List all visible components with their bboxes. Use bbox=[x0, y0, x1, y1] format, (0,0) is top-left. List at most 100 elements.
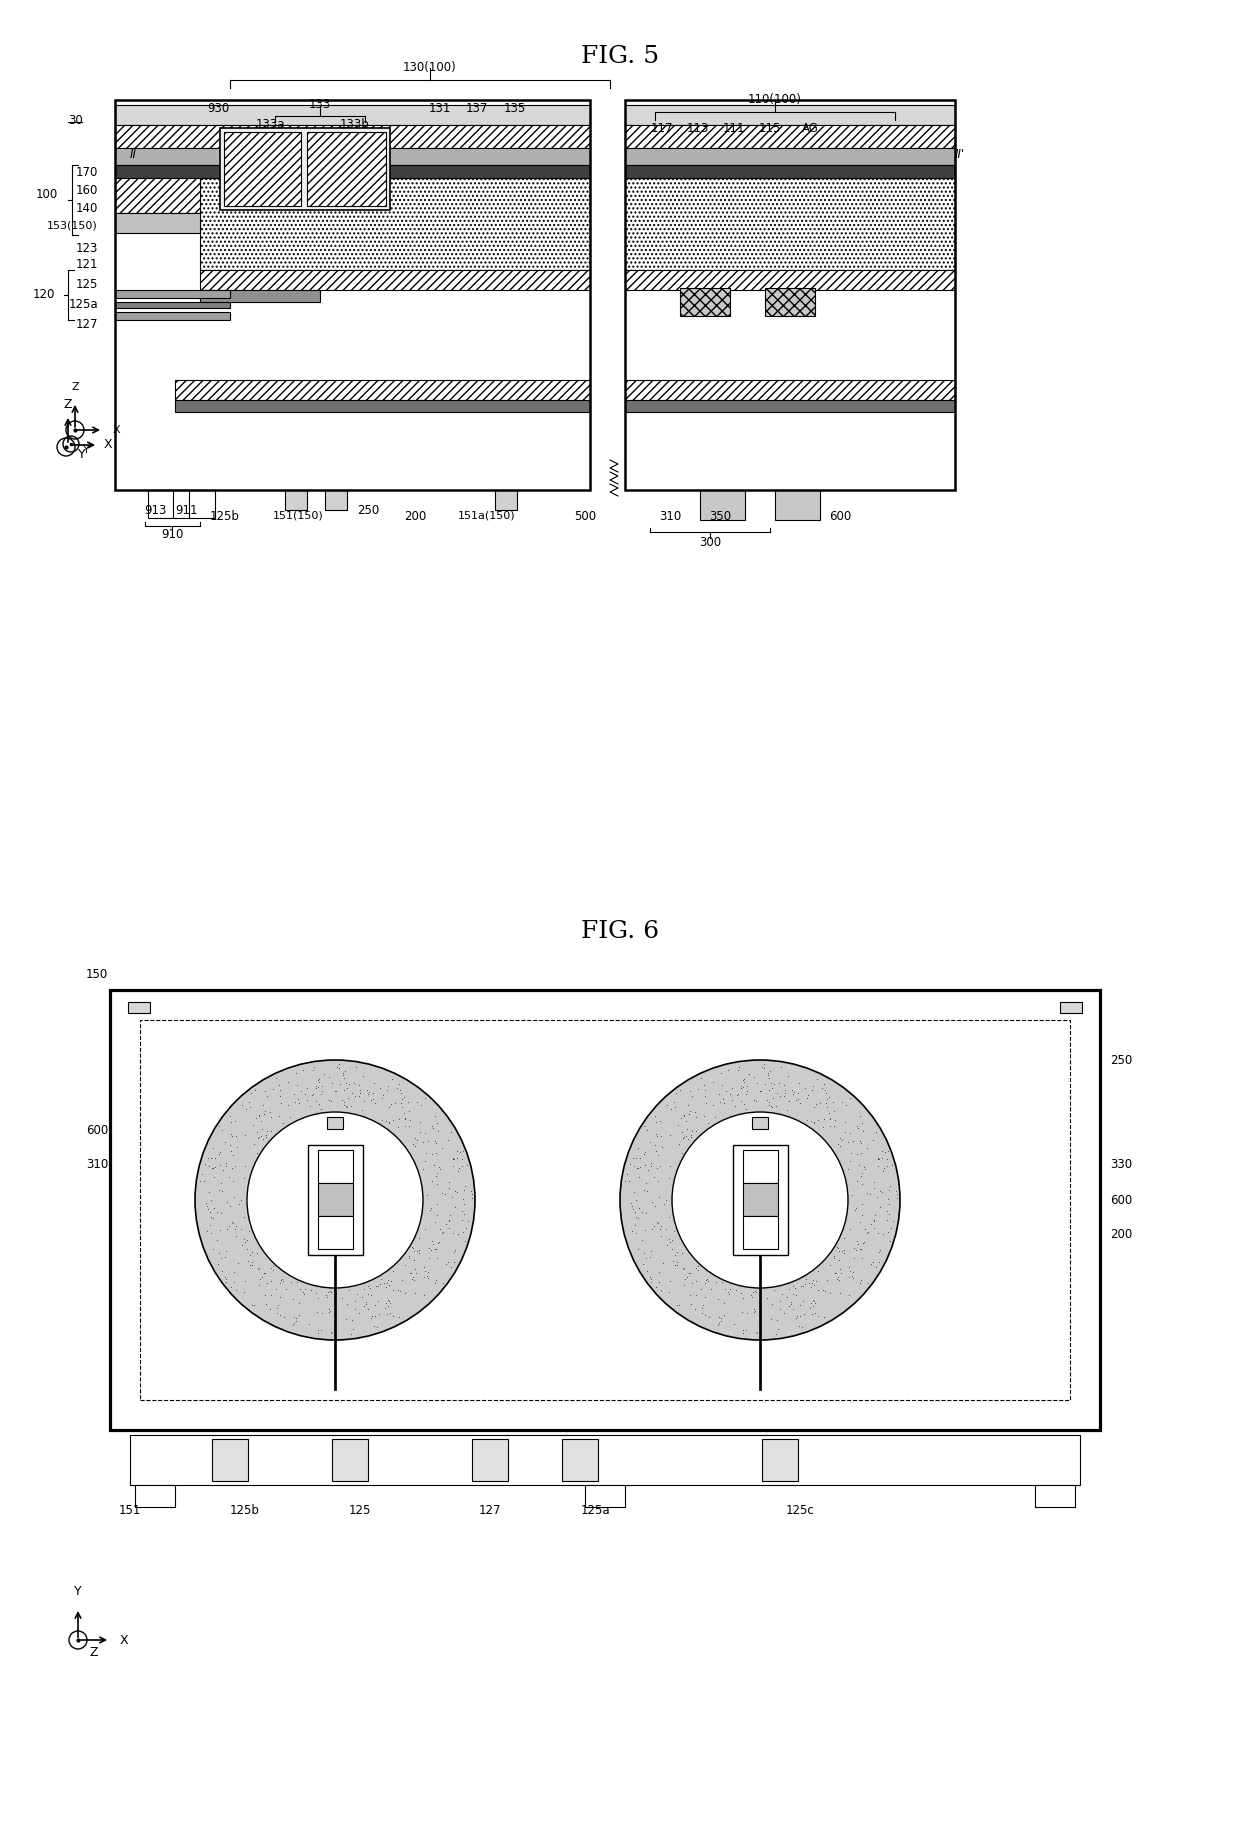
Bar bbox=[308, 1146, 363, 1255]
Text: Y: Y bbox=[74, 1585, 82, 1598]
Bar bbox=[701, 491, 745, 520]
Bar bbox=[317, 1216, 353, 1249]
Text: 330: 330 bbox=[1110, 1159, 1132, 1172]
Bar bbox=[317, 1183, 353, 1216]
Text: 153(150): 153(150) bbox=[47, 221, 98, 231]
Bar bbox=[763, 1439, 799, 1482]
Bar bbox=[130, 1435, 1080, 1485]
Bar bbox=[625, 148, 955, 164]
Text: 137: 137 bbox=[466, 101, 489, 114]
Text: 600: 600 bbox=[86, 1124, 108, 1137]
Text: 133: 133 bbox=[309, 98, 331, 111]
Bar bbox=[625, 177, 955, 269]
Text: 125: 125 bbox=[76, 279, 98, 292]
Text: 111: 111 bbox=[723, 122, 745, 135]
Text: X: X bbox=[120, 1633, 129, 1646]
Bar bbox=[175, 400, 590, 411]
Bar bbox=[625, 164, 955, 177]
Bar bbox=[148, 491, 215, 518]
Text: 600: 600 bbox=[1110, 1194, 1132, 1207]
Bar bbox=[224, 133, 301, 207]
Bar bbox=[325, 491, 347, 509]
Text: 300: 300 bbox=[699, 537, 722, 550]
Text: 110(100): 110(100) bbox=[748, 94, 802, 107]
Bar bbox=[733, 1146, 787, 1255]
Bar bbox=[625, 100, 955, 491]
Text: 121: 121 bbox=[76, 258, 98, 271]
Text: 125a: 125a bbox=[580, 1504, 610, 1517]
Bar bbox=[115, 290, 229, 299]
Text: 151a(150): 151a(150) bbox=[459, 511, 516, 520]
Circle shape bbox=[247, 1113, 423, 1288]
Text: 117: 117 bbox=[651, 122, 673, 135]
Bar bbox=[625, 125, 955, 148]
Circle shape bbox=[672, 1113, 848, 1288]
Bar bbox=[625, 269, 955, 290]
Text: X: X bbox=[113, 424, 120, 435]
Bar bbox=[115, 303, 229, 308]
Text: X: X bbox=[104, 439, 113, 452]
Bar bbox=[743, 1149, 777, 1183]
Text: 500: 500 bbox=[574, 509, 596, 522]
Bar bbox=[128, 1002, 150, 1013]
Circle shape bbox=[620, 1061, 900, 1339]
Bar bbox=[327, 1116, 343, 1129]
Text: 131: 131 bbox=[429, 101, 451, 114]
Text: 200: 200 bbox=[1110, 1229, 1132, 1242]
Bar bbox=[334, 1255, 336, 1389]
Bar bbox=[743, 1216, 777, 1249]
Bar bbox=[285, 491, 308, 509]
Text: 127: 127 bbox=[479, 1504, 501, 1517]
Text: 123: 123 bbox=[76, 242, 98, 255]
Text: 930: 930 bbox=[207, 101, 229, 114]
Bar bbox=[115, 212, 200, 232]
Bar bbox=[212, 1439, 248, 1482]
Text: 910: 910 bbox=[161, 528, 184, 541]
Bar bbox=[317, 1149, 353, 1183]
Bar bbox=[175, 380, 590, 400]
Bar bbox=[1035, 1485, 1075, 1507]
Text: 100: 100 bbox=[36, 188, 58, 201]
Bar bbox=[135, 1485, 175, 1507]
Text: 151(150): 151(150) bbox=[273, 511, 324, 520]
Bar bbox=[110, 991, 1100, 1430]
Bar bbox=[115, 100, 590, 491]
Text: II: II bbox=[129, 148, 136, 162]
Text: 150: 150 bbox=[86, 969, 108, 982]
Bar bbox=[200, 290, 320, 303]
Bar bbox=[332, 1439, 368, 1482]
Text: FIG. 6: FIG. 6 bbox=[580, 921, 660, 943]
Bar bbox=[115, 164, 590, 177]
Bar bbox=[115, 177, 200, 212]
Text: 250: 250 bbox=[1110, 1053, 1132, 1066]
Text: 113: 113 bbox=[687, 122, 709, 135]
Text: 130(100): 130(100) bbox=[403, 61, 456, 74]
Text: 125b: 125b bbox=[210, 509, 239, 522]
Bar bbox=[308, 133, 386, 207]
Circle shape bbox=[195, 1061, 475, 1339]
Text: Z: Z bbox=[63, 399, 72, 411]
Bar bbox=[751, 1116, 768, 1129]
Text: 200: 200 bbox=[404, 509, 427, 522]
Bar bbox=[140, 1020, 1070, 1400]
Bar bbox=[765, 288, 815, 315]
Bar bbox=[472, 1439, 508, 1482]
Bar bbox=[200, 269, 590, 290]
Text: 127: 127 bbox=[76, 319, 98, 332]
Text: 125c: 125c bbox=[786, 1504, 815, 1517]
Bar bbox=[115, 125, 590, 148]
Text: 310: 310 bbox=[658, 509, 681, 522]
Text: AG: AG bbox=[801, 122, 818, 135]
Bar bbox=[495, 491, 517, 509]
Bar bbox=[625, 380, 955, 400]
Text: 151: 151 bbox=[119, 1504, 141, 1517]
Text: 125: 125 bbox=[348, 1504, 371, 1517]
Text: 140: 140 bbox=[76, 201, 98, 214]
Bar bbox=[1060, 1002, 1083, 1013]
Text: 135: 135 bbox=[503, 101, 526, 114]
Bar bbox=[743, 1183, 777, 1216]
Text: 913: 913 bbox=[144, 504, 166, 517]
Text: 115: 115 bbox=[759, 122, 781, 135]
Text: 170: 170 bbox=[76, 166, 98, 179]
Bar bbox=[759, 1255, 761, 1389]
